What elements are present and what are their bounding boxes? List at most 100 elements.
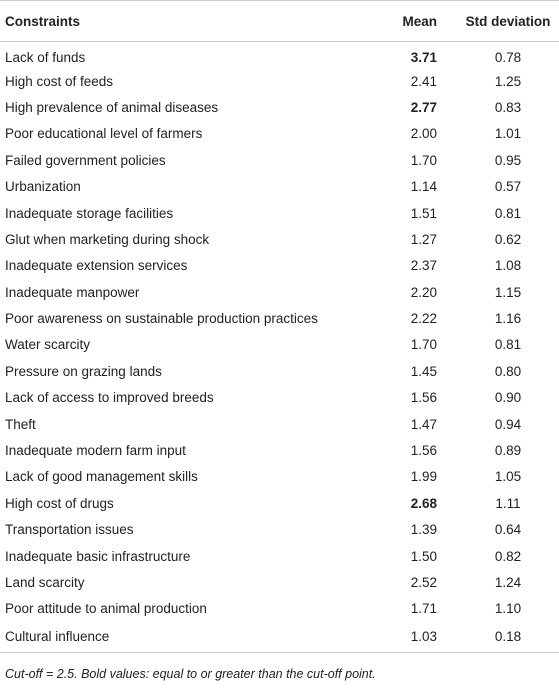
table-cell: Urbanization [5,179,81,195]
table-row: Cultural influence 1.03 0.18 [0,622,559,653]
table-cell: 1.56 [410,443,437,459]
table-cell: Inadequate storage facilities [5,205,174,221]
table-cell: 0.95 [494,152,522,168]
table-cell: 1.14 [410,179,437,195]
table-cell: 2.00 [410,126,437,142]
table-cell: 1.08 [494,258,522,274]
table-cell: 0.18 [494,629,522,645]
table-cell: 1.24 [494,575,522,590]
table-cell: 1.70 [410,337,437,353]
table-row: Pressure on grazing lands 1.45 0.80 [0,358,559,384]
table-row: Land scarcity 2.52 1.24 [0,569,559,595]
table-cell: 1.51 [410,205,437,221]
table-cell: Lack of good management skills [5,469,198,485]
table-cell: Theft [5,416,36,432]
table-cell: Glut when marketing during shock [5,231,210,247]
table-row: High cost of drugs 2.68 1.11 [0,490,559,516]
data-table: Constraints Mean Std deviation Lack of f… [0,0,559,653]
table-cell: 0.81 [494,337,522,353]
table-row: Water scarcity 1.70 0.81 [0,332,559,358]
table-cell: 1.47 [410,416,437,432]
table-cell: 0.82 [494,548,522,564]
table-cell: 0.57 [494,179,522,195]
table-row: Inadequate modern farm input 1.56 0.89 [0,437,559,463]
table-cell: 0.80 [494,363,522,379]
table-cell: Failed government policies [5,152,166,168]
table-row: Poor attitude to animal production 1.71 1.… [0,596,559,622]
table-row: Poor educational level of farmers 2.00 1.0… [0,121,559,147]
table-cell: Poor educational level of farmers [5,126,203,142]
table-cell: 0.94 [494,416,522,432]
table-cell: Poor awareness on sustainable production… [5,311,318,327]
table-row: Transportation issues 1.39 0.64 [0,517,559,543]
table-cell: 0.81 [494,205,522,221]
table-cell: 1.10 [494,601,522,617]
table-cell: Pressure on grazing lands [5,363,162,379]
table-cell: 2.37 [410,258,437,274]
footnote: Cut-off = 2.5. Bold values: equal to or … [5,666,376,681]
table-row: Lack of good management skills 1.99 1.05 [0,464,559,490]
table-cell: 0.64 [494,522,522,538]
table-cell: 1.39 [410,522,437,538]
table-row: Failed government policies 1.70 0.95 [0,147,559,173]
table-cell: 0.90 [494,390,522,406]
table-row: Lack of access to improved breeds 1.56 0.9… [0,385,559,411]
table-cell: 1.15 [494,284,522,300]
table-cell: 1.03 [410,629,437,645]
table-cell: 1.45 [410,363,437,379]
table-cell: 0.78 [494,50,522,66]
table-cell: 1.27 [410,231,437,247]
table-body: Lack of funds 3.71 0.78 High cost of feeds 2… [0,42,559,653]
table-cell: Lack of access to improved breeds [5,390,214,406]
table-cell: 0.83 [494,99,522,115]
table-cell: High cost of drugs [5,495,114,511]
table-row: Inadequate basic infrastructure 1.50 0.82 [0,543,559,569]
table-row: Inadequate storage facilities 1.51 0.81 [0,200,559,226]
table-cell: Inadequate manpower [5,284,140,300]
table-cell: 1.50 [410,548,437,564]
table-row: Inadequate manpower 2.20 1.15 [0,279,559,305]
table-row: High cost of feeds 2.41 1.25 [0,68,559,94]
table-cell: 1.11 [495,495,521,511]
table-cell: 2.41 [410,73,437,89]
table-cell: 2.77 [410,99,437,115]
table-cell: Water scarcity [5,337,91,353]
header-row: Constraints Mean Std deviation [0,0,559,42]
table-row: Lack of funds 3.71 0.78 [0,42,559,68]
table-cell: 1.01 [494,126,522,142]
table-cell: 3.71 [410,50,437,66]
table-cell: 1.99 [410,469,437,485]
table-cell: 2.20 [410,284,437,300]
table-cell: Inadequate modern farm input [5,443,186,459]
table-cell: Cultural influence [5,629,110,645]
table-row: Urbanization 1.14 0.57 [0,173,559,199]
header-cell: Constraints [5,13,81,29]
table-cell: Transportation issues [5,522,134,538]
table-cell: 2.52 [410,575,437,590]
table-cell: Land scarcity [5,575,85,590]
table-cell: High prevalence of animal diseases [5,99,219,115]
table-cell: 0.89 [494,443,522,459]
table-row: Glut when marketing during shock 1.27 0.62 [0,226,559,252]
table-cell: 2.22 [410,311,437,327]
table-row: Poor awareness on sustainable production… [0,305,559,331]
table-row: High prevalence of animal diseases 2.77 0.… [0,94,559,120]
table-cell: 1.05 [494,469,522,485]
table-cell: 0.62 [494,231,522,247]
table-cell: 1.56 [410,390,437,406]
table-cell: Lack of funds [5,50,86,66]
table-cell: 2.68 [410,495,437,511]
table-cell: Inadequate extension services [5,258,188,274]
table-cell: 1.25 [494,73,522,89]
table-cell: 1.70 [410,152,437,168]
table-cell: Poor attitude to animal production [5,601,207,617]
table-row: Inadequate extension services 2.37 1.08 [0,253,559,279]
header-cell: Mean [402,13,437,29]
table-cell: Inadequate basic infrastructure [5,548,191,564]
table-cell: High cost of feeds [5,73,114,89]
table-cell: 1.71 [410,601,437,617]
header-cell: Std deviation [465,13,551,29]
table-cell: 1.16 [494,311,522,327]
table-row: Theft 1.47 0.94 [0,411,559,437]
